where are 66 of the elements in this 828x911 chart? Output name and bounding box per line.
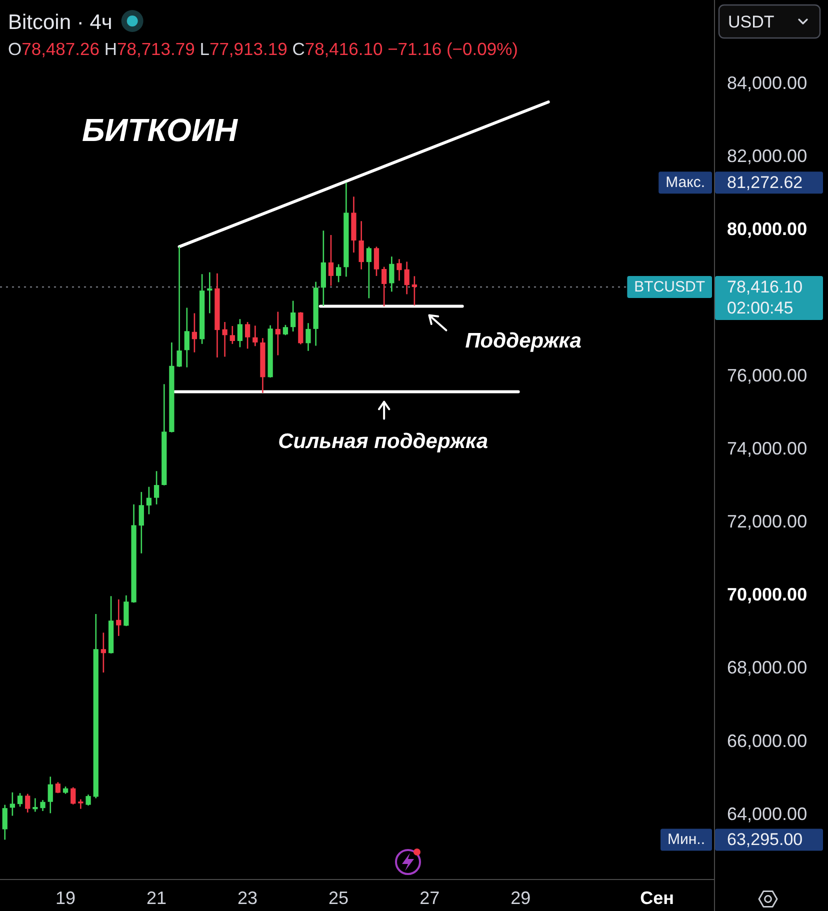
candlestick <box>70 786 76 806</box>
candlestick <box>146 486 152 515</box>
candlestick <box>116 598 122 637</box>
x-tick-label: 27 <box>420 888 440 908</box>
annotation: Поддержка <box>465 329 582 352</box>
candlestick <box>389 256 394 292</box>
candlestick <box>382 266 387 307</box>
candlestick <box>244 321 250 350</box>
candlestick <box>237 318 243 348</box>
x-tick-label: 21 <box>146 888 167 908</box>
candlestick <box>306 322 311 352</box>
candlestick <box>25 793 30 814</box>
candlestick <box>86 794 91 806</box>
y-tick-label: 64,000.00 <box>727 804 808 824</box>
candlestick <box>184 307 190 368</box>
candlestick <box>2 804 8 840</box>
candlestick <box>176 246 182 368</box>
y-axis-title: USDT <box>728 12 774 32</box>
text: 78,416.10 02:00:45 <box>727 278 803 318</box>
x-tick-label: 29 <box>510 888 531 908</box>
candlestick <box>154 470 160 506</box>
x-tick-label: 19 <box>56 888 76 908</box>
candlestick <box>222 321 228 358</box>
annotation: БИТКОИН <box>82 112 238 148</box>
candlestick <box>100 632 106 674</box>
candlestick <box>48 776 53 814</box>
y-tick-label: 80,000.00 <box>727 219 808 240</box>
text: O78,487.26 H78,713.79 L77,913.19 C78,416.10 −71.16 (−0.09%) <box>8 39 518 59</box>
candlestick <box>374 246 380 277</box>
candlestick <box>40 799 46 812</box>
candlestick <box>192 312 198 353</box>
x-tick-label: Сен <box>640 888 674 908</box>
y-tick-label: 68,000.00 <box>727 658 808 678</box>
candlestick <box>230 325 235 345</box>
candlestick <box>412 276 417 306</box>
ref-line-label: BTCUSDT <box>634 278 706 296</box>
candlestick <box>396 258 402 282</box>
text: Bitcoin · 4ч <box>8 11 112 34</box>
candlestick <box>290 300 296 332</box>
annotation: Мин.. <box>668 831 706 848</box>
candlestick <box>55 781 60 794</box>
candlestick <box>366 246 372 299</box>
x-tick-label: 23 <box>238 888 258 908</box>
candlestick <box>358 220 364 270</box>
candlestick <box>328 234 334 286</box>
y-tick-label: 66,000.00 <box>727 730 808 751</box>
candlestick <box>10 792 15 816</box>
y-tick-label: 72,000.00 <box>727 512 808 532</box>
y-tick-label: 76,000.00 <box>727 365 808 386</box>
text: 81,272.62 <box>727 173 803 192</box>
y-tick-label: 84,000.00 <box>727 72 808 93</box>
text: 63,295.00 <box>727 830 803 850</box>
candlestick <box>17 792 23 808</box>
y-tick-label: 70,000.00 <box>727 584 808 605</box>
x-tick-label: 25 <box>328 888 349 908</box>
y-tick-label: 74,000.00 <box>727 438 808 458</box>
y-tick-label: 82,000.00 <box>727 146 808 166</box>
annotation: Макс. <box>666 174 705 192</box>
candlestick <box>404 261 410 295</box>
candlestick <box>282 324 288 336</box>
candlestick <box>78 798 84 810</box>
candlestick <box>138 491 144 554</box>
candlestick <box>275 311 280 356</box>
candlestick <box>252 325 258 347</box>
candlestick <box>336 264 342 283</box>
annotation: Сильная поддержка <box>278 430 488 453</box>
